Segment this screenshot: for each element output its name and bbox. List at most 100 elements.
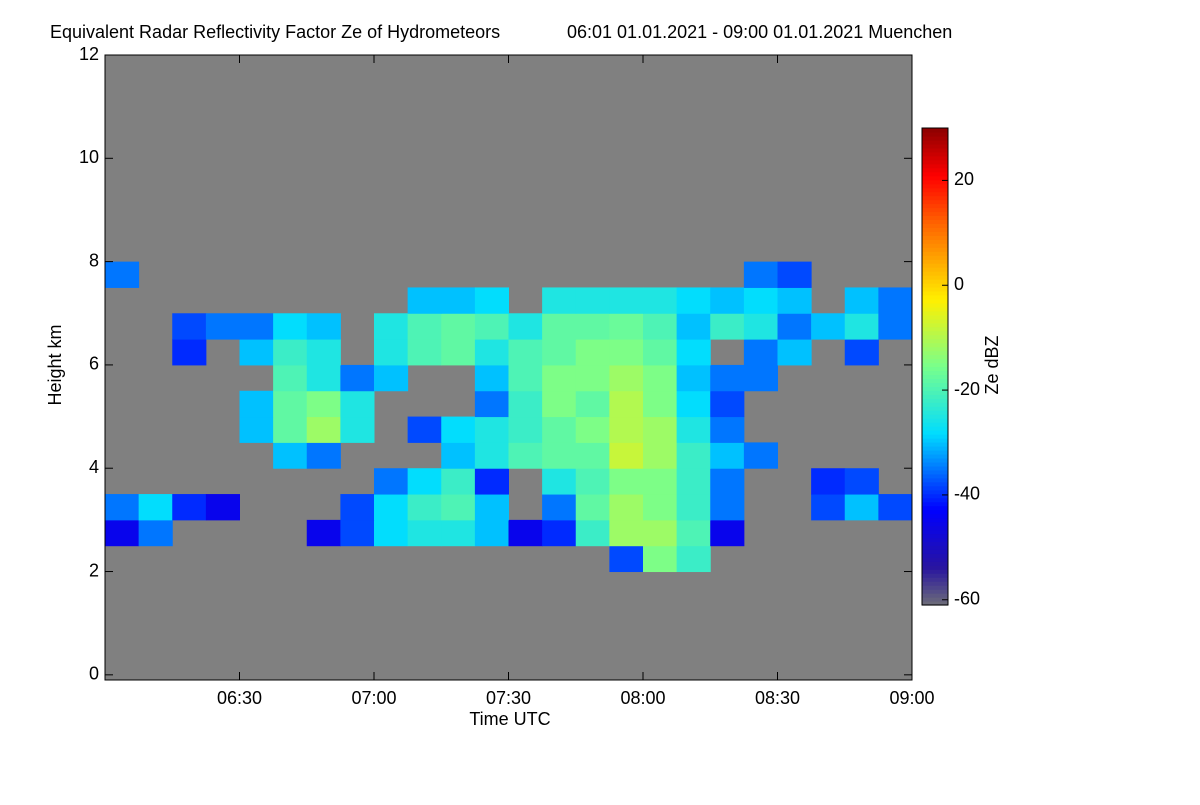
colorbar-segment: [922, 294, 948, 300]
heatmap-cell: [609, 442, 644, 469]
heatmap-cell: [575, 390, 610, 418]
colorbar-segment: [922, 414, 948, 419]
heatmap-cell: [441, 494, 476, 521]
colorbar-segment: [922, 350, 948, 356]
heatmap-cell: [575, 416, 610, 443]
x-tick-label: 06:30: [217, 688, 262, 708]
colorbar-segment: [922, 151, 948, 157]
heatmap-cell: [676, 364, 711, 392]
colorbar-segment: [922, 505, 948, 511]
y-tick-label: 4: [89, 457, 99, 477]
colorbar-tick-label: -20: [954, 379, 980, 399]
colorbar-segment: [922, 306, 948, 312]
colorbar-segment: [922, 155, 948, 161]
colorbar-segment: [922, 533, 948, 539]
colorbar-segment: [922, 171, 948, 177]
heatmap-cell: [676, 390, 711, 418]
colorbar-segment: [922, 263, 948, 268]
colorbar-segment: [922, 179, 948, 185]
heatmap-cell: [508, 390, 543, 418]
colorbar-segment: [922, 207, 948, 213]
heatmap-cell: [575, 494, 610, 521]
colorbar-segment: [922, 457, 948, 463]
colorbar-tick-label: -60: [954, 589, 980, 609]
colorbar-segment: [922, 290, 948, 296]
colorbar-segment: [922, 223, 948, 228]
heatmap-cell: [643, 339, 678, 366]
heatmap-cell: [643, 364, 678, 392]
heatmap-cell: [811, 468, 846, 495]
heatmap-cell: [609, 339, 644, 366]
heatmap-cell: [643, 313, 678, 340]
heatmap-cell: [676, 468, 711, 495]
heatmap-cell: [710, 364, 745, 392]
heatmap-cell: [508, 442, 543, 469]
colorbar-segment: [922, 310, 948, 316]
heatmap-cell: [777, 339, 812, 366]
colorbar-segment: [922, 577, 948, 582]
heatmap-cell: [542, 494, 577, 521]
colorbar-segment: [922, 354, 948, 360]
colorbar-segment: [922, 438, 948, 443]
colorbar-segment: [922, 561, 948, 566]
heatmap-cell: [441, 519, 476, 547]
x-tick-label: 08:30: [755, 688, 800, 708]
colorbar-segment: [922, 593, 948, 598]
y-tick-label: 12: [79, 44, 99, 64]
colorbar-segment: [922, 239, 948, 244]
heatmap-cell: [441, 339, 476, 366]
heatmap-cell: [407, 339, 442, 366]
heatmap-cell: [340, 390, 375, 418]
heatmap-cell: [239, 313, 274, 340]
colorbar-segment: [922, 426, 948, 431]
heatmap-cell: [676, 494, 711, 521]
chart-subtitle: 06:01 01.01.2021 - 09:00 01.01.2021 Muen…: [567, 22, 952, 42]
colorbar-segment: [922, 215, 948, 221]
colorbar-segment: [922, 477, 948, 483]
heatmap-cell: [306, 339, 341, 366]
heatmap-cell: [676, 416, 711, 443]
colorbar-segment: [922, 469, 948, 475]
heatmap-cell: [441, 416, 476, 443]
colorbar-segment: [922, 334, 948, 340]
colorbar-segment: [922, 489, 948, 495]
colorbar-segment: [922, 481, 948, 487]
heatmap-cell: [374, 494, 409, 521]
heatmap-cell: [609, 468, 644, 495]
heatmap-cell: [710, 494, 745, 521]
colorbar-segment: [922, 338, 948, 344]
x-tick-label: 07:30: [486, 688, 531, 708]
colorbar-segment: [922, 465, 948, 471]
heatmap-cell: [710, 287, 745, 314]
colorbar-tick-label: 0: [954, 274, 964, 294]
colorbar-segment: [922, 251, 948, 256]
y-tick-label: 2: [89, 560, 99, 580]
colorbar-segment: [922, 442, 948, 447]
heatmap-cell: [508, 339, 543, 366]
colorbar-segment: [922, 501, 948, 507]
colorbar-segment: [922, 434, 948, 439]
heatmap-cell: [105, 494, 140, 521]
heatmap-cell: [340, 519, 375, 547]
colorbar-segment: [922, 247, 948, 252]
heatmap-cell: [273, 313, 308, 340]
colorbar-segment: [922, 235, 948, 240]
heatmap-cell: [609, 364, 644, 392]
colorbar-segment: [922, 203, 948, 209]
colorbar-segment: [922, 382, 948, 387]
y-axis-label: Height km: [45, 324, 65, 405]
colorbar-segment: [922, 195, 948, 201]
heatmap-cell: [609, 313, 644, 340]
heatmap-cell: [105, 519, 140, 547]
colorbar-segment: [922, 374, 948, 380]
colorbar-segment: [922, 386, 948, 391]
heatmap-cell: [239, 416, 274, 443]
heatmap-cell: [542, 468, 577, 495]
heatmap-cell: [239, 339, 274, 366]
heatmap-cell: [374, 364, 409, 392]
heatmap-cell: [643, 390, 678, 418]
heatmap-cell: [306, 313, 341, 340]
heatmap-cell: [374, 468, 409, 495]
colorbar-segment: [922, 219, 948, 224]
colorbar-segment: [922, 287, 948, 292]
